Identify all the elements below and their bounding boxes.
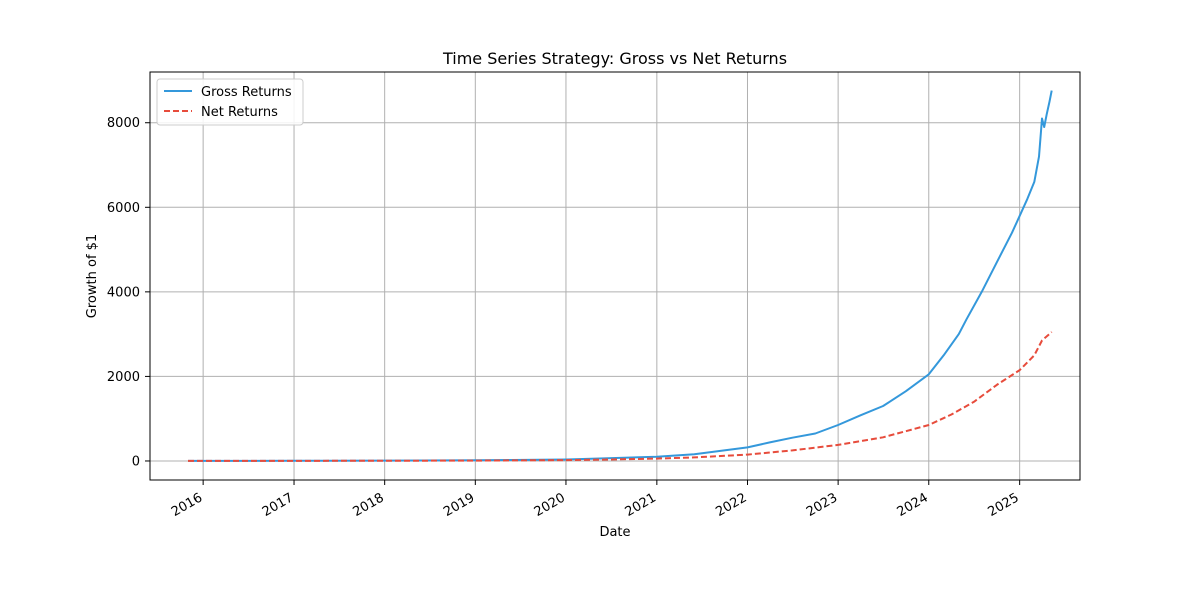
y-tick-label: 2000: [107, 370, 140, 385]
series-line-net: [188, 331, 1053, 462]
y-axis-label: Growth of $1: [85, 234, 100, 318]
x-axis-label: Date: [599, 525, 630, 540]
grid-layer: [150, 72, 1080, 480]
legend-box: [156, 78, 304, 126]
y-tick-label: 4000: [107, 285, 140, 300]
plot-frame: [149, 71, 1081, 481]
legend-label-gross: Gross Returns: [201, 85, 292, 100]
series-layer: [188, 90, 1053, 462]
y-tick-label: 8000: [107, 116, 140, 131]
series-line-gross: [188, 90, 1053, 462]
chart-title: Time Series Strategy: Gross vs Net Retur…: [442, 49, 787, 68]
legend-label-net: Net Returns: [201, 105, 278, 120]
y-tick-label: 6000: [107, 201, 140, 216]
legend: Gross Returns Net Returns: [156, 78, 304, 126]
y-axis: 0 2000 4000 6000 8000: [107, 116, 150, 469]
y-tick-label: 0: [132, 454, 140, 469]
